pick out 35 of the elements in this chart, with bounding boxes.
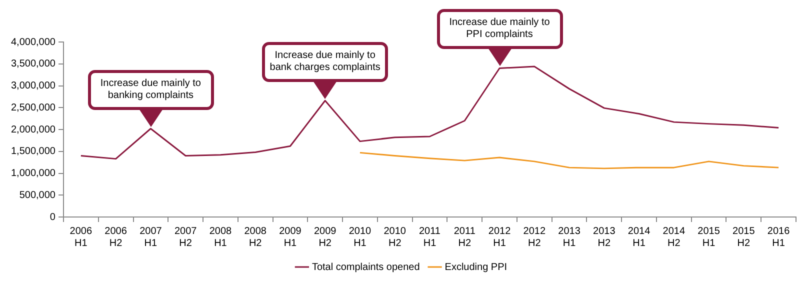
y-tick-label: 1,500,000 (10, 146, 56, 158)
legend-label: Excluding PPI (444, 262, 508, 273)
annotation: Increase due mainly to PPI complaints (436, 9, 562, 50)
x-tick-label: 2008 H1 (209, 226, 232, 249)
x-tick-label: 2006 H2 (104, 226, 128, 249)
y-tick-label: 4,000,000 (10, 36, 56, 48)
x-tick-label: 2009 H2 (314, 226, 337, 249)
x-tick-label: 2010 H2 (384, 226, 406, 249)
x-tick-label: 2014 H1 (628, 226, 651, 249)
legend-label: Total complaints opened (312, 262, 420, 273)
y-tick-label: 1,000,000 (10, 168, 56, 179)
x-tick-label: 2009 H1 (279, 226, 302, 249)
x-tick-label: 2006 H1 (70, 226, 92, 249)
x-tick-label: 2011 H2 (454, 226, 476, 249)
x-tick-label: 2008 H2 (244, 226, 267, 249)
y-tick-label: 500,000 (19, 190, 56, 201)
x-tick-label: 2015 H2 (732, 226, 756, 249)
y-tick-label: 2,000,000 (10, 124, 56, 136)
annotation: Increase due mainly to banking complaints (88, 70, 214, 110)
y-tick-label: 0 (50, 212, 56, 223)
x-tick-label: 2013 H2 (593, 226, 616, 249)
x-tick-label: 2015 H1 (698, 226, 720, 249)
x-tick-label: 2007 H1 (140, 226, 162, 249)
x-tick-label: 2007 H2 (174, 226, 198, 249)
x-tick-label: 2013 H1 (558, 226, 581, 249)
y-tick-label: 2,500,000 (10, 102, 56, 114)
x-tick-label: 2014 H2 (662, 226, 686, 249)
x-tick-label: 2012 H1 (488, 226, 512, 249)
x-tick-label: 2016 H1 (767, 226, 790, 249)
y-tick-label: 3,500,000 (10, 58, 56, 70)
x-tick-label: 2010 H1 (348, 226, 372, 249)
annotation: Increase due mainly to bank charges complaints (262, 42, 388, 82)
x-tick-label: 2012 H2 (523, 226, 546, 249)
x-tick-label: 2011 H1 (418, 226, 441, 249)
y-tick-label: 3,000,000 (10, 80, 56, 92)
